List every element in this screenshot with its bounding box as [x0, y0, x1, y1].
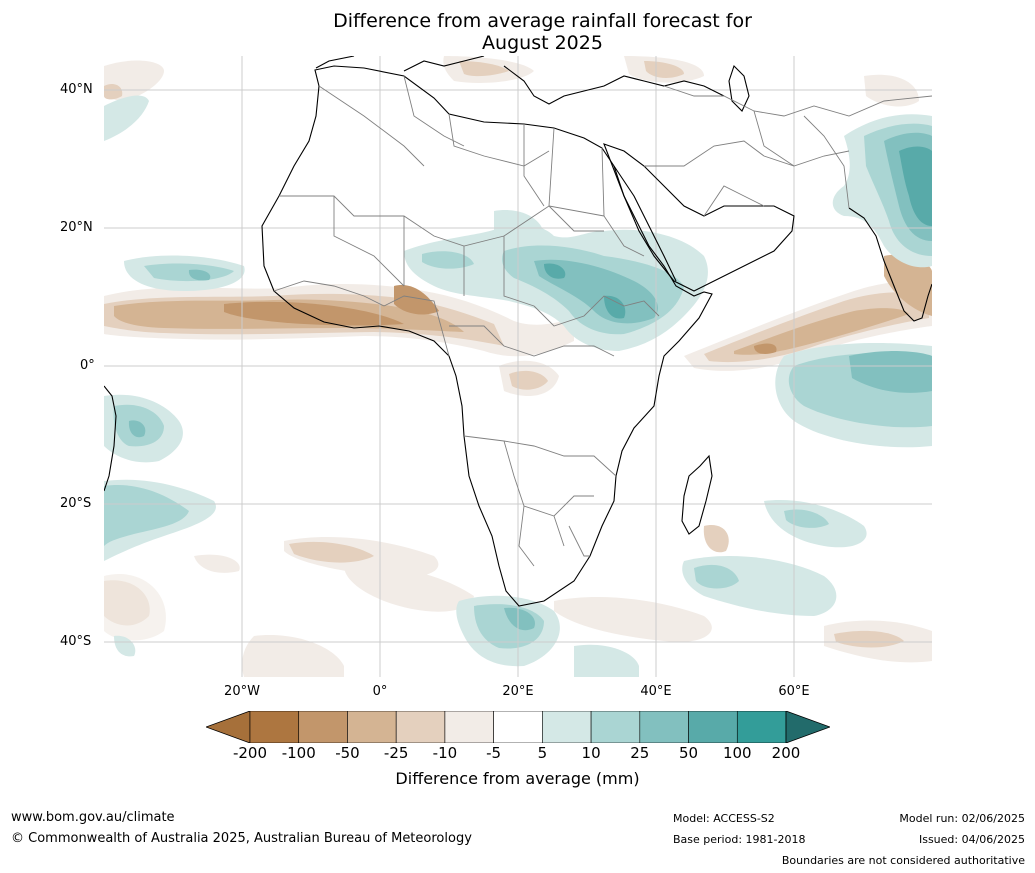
colorbar-segment	[347, 711, 397, 743]
colorbar-tick-label: 5	[537, 744, 548, 762]
colorbar-tick-label: -25	[383, 744, 409, 762]
lat-label-40n: 40°N	[60, 82, 93, 97]
colorbar-title: Difference from average (mm)	[395, 769, 640, 788]
footer-model: Model: ACCESS-S2	[673, 812, 775, 825]
rainfall-map	[104, 56, 932, 677]
lon-label-40e: 40°E	[640, 684, 672, 699]
colorbar-tick-label: 25	[630, 744, 650, 762]
colorbar-tick-label: -50	[335, 744, 360, 762]
lon-label-20e: 20°E	[502, 684, 534, 699]
madagascar-coastline	[681, 454, 713, 535]
colorbar-tick-label: -100	[281, 744, 316, 762]
map-gridlines	[104, 56, 932, 677]
lat-label-20s: 20°S	[60, 496, 92, 511]
europe-coastline	[315, 56, 725, 105]
india-coastline	[848, 207, 932, 322]
colorbar-tick-label: -5	[486, 744, 502, 762]
country-boundaries	[273, 75, 932, 567]
lon-label-0: 0°	[372, 684, 388, 699]
south-america-coastline	[104, 385, 117, 492]
footer-base-period: Base period: 1981-2018	[673, 833, 806, 846]
lon-label-60e: 60°E	[778, 684, 810, 699]
red-sea-coastline	[613, 165, 677, 282]
colorbar-extend-high	[785, 711, 830, 743]
colorbar-extend-low	[206, 711, 251, 743]
lat-label-equator: 0°	[80, 358, 95, 373]
colorbar-tick-label: -10	[432, 744, 458, 762]
dry-anomaly-regions	[104, 56, 932, 677]
map-title: Difference from average rainfall forecas…	[0, 10, 1035, 54]
footer-copyright: © Commonwealth of Australia 2025, Austra…	[11, 831, 472, 846]
colorbar	[206, 711, 830, 743]
colorbar-segment	[493, 711, 543, 743]
footer-disclaimer: Boundaries are not considered authoritat…	[781, 854, 1025, 867]
arabia-coastline	[603, 143, 795, 292]
coastlines	[104, 56, 932, 607]
lon-label-20w: 20°W	[224, 684, 260, 699]
africa-coastline	[261, 65, 713, 607]
lat-label-20n: 20°N	[60, 220, 93, 235]
colorbar-segment	[688, 711, 738, 743]
title-line-2: August 2025	[482, 32, 603, 54]
title-line-1: Difference from average rainfall forecas…	[333, 10, 752, 32]
colorbar-tick-label: 10	[581, 744, 601, 762]
footer-issued: Issued: 04/06/2025	[918, 833, 1025, 846]
lat-label-40s: 40°S	[60, 634, 92, 649]
colorbar-segment	[736, 711, 787, 743]
colorbar-tick-label: -200	[232, 744, 268, 762]
colorbar-tick-label: 100	[722, 744, 752, 762]
colorbar-segment	[249, 711, 300, 743]
colorbar-tick-label: 50	[678, 744, 699, 762]
colorbar-segment	[395, 711, 446, 743]
colorbar-segment	[444, 711, 494, 743]
colorbar-segment	[590, 711, 641, 743]
colorbar-segment	[298, 711, 348, 743]
wet-anomaly-regions	[104, 95, 932, 677]
colorbar-segment	[542, 711, 592, 743]
footer-model-run: Model run: 02/06/2025	[899, 812, 1025, 825]
colorbar-tick-label: 200	[771, 744, 801, 762]
colorbar-segment	[639, 711, 689, 743]
footer-website[interactable]: www.bom.gov.au/climate	[11, 810, 175, 825]
caspian-coastline	[728, 64, 750, 112]
